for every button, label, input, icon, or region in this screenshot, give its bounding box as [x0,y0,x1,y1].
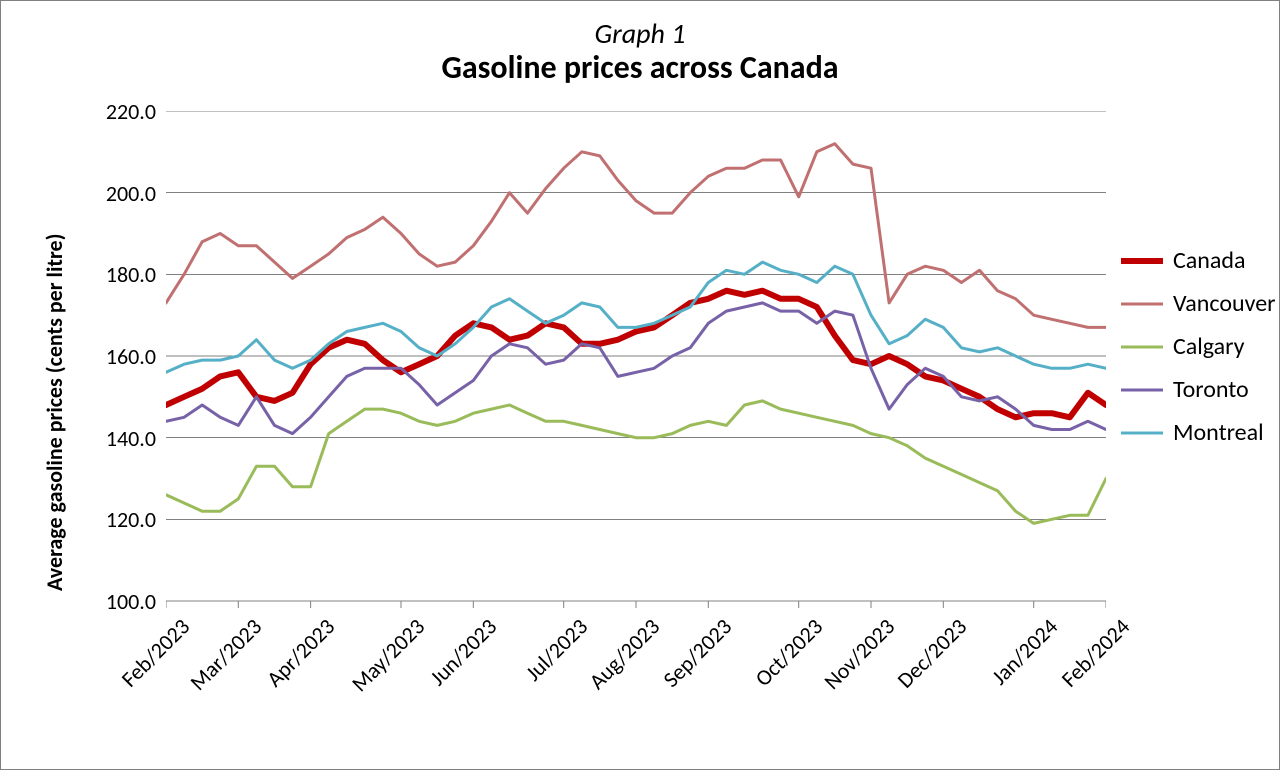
legend-item-canada: Canada [1121,246,1276,275]
legend-item-montreal: Montreal [1121,418,1276,447]
legend-label: Montreal [1173,418,1264,447]
y-tick-label: 100.0 [91,588,156,615]
legend-swatch-icon [1121,423,1163,443]
y-tick-label: 160.0 [91,343,156,370]
legend-item-calgary: Calgary [1121,332,1276,361]
y-tick-label: 220.0 [91,98,156,125]
legend-swatch-icon [1121,251,1163,271]
plot-area [166,111,1106,611]
chart-frame: Graph 1 Gasoline prices across Canada Av… [0,0,1280,770]
series-vancouver [166,144,1106,328]
legend-item-toronto: Toronto [1121,375,1276,404]
legend: Canada Vancouver Calgary Toronto Montreal [1121,246,1276,461]
legend-swatch-icon [1121,337,1163,357]
y-tick-label: 200.0 [91,180,156,207]
legend-label: Toronto [1173,375,1249,404]
y-tick-label: 120.0 [91,506,156,533]
y-axis-title: Average gasoline prices (cents per litre… [41,234,68,591]
legend-label: Vancouver [1173,289,1276,318]
legend-label: Canada [1173,246,1246,275]
legend-swatch-icon [1121,380,1163,400]
legend-label: Calgary [1173,332,1245,361]
chart-subtitle: Graph 1 [1,19,1279,50]
legend-item-vancouver: Vancouver [1121,289,1276,318]
title-block: Graph 1 Gasoline prices across Canada [1,19,1279,87]
legend-swatch-icon [1121,294,1163,314]
y-tick-label: 140.0 [91,425,156,452]
chart-title: Gasoline prices across Canada [1,50,1279,87]
y-tick-label: 180.0 [91,261,156,288]
